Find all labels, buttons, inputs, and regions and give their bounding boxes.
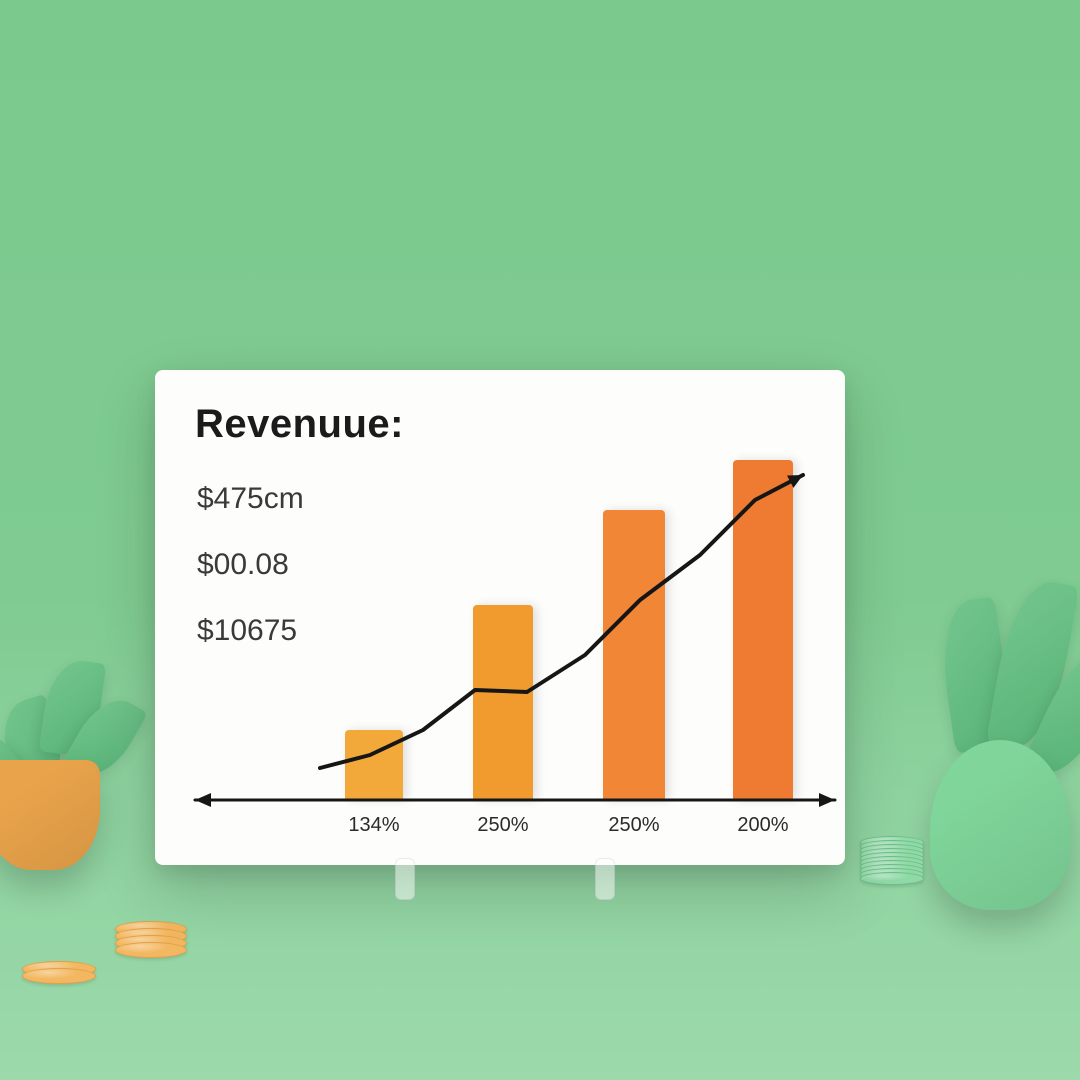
display-stand bbox=[395, 858, 415, 900]
x-axis-label: 134% bbox=[348, 814, 399, 837]
x-axis-label: 200% bbox=[737, 814, 788, 837]
coin bbox=[22, 968, 96, 984]
x-axis-label: 250% bbox=[608, 814, 659, 837]
coin bbox=[860, 872, 924, 885]
revenue-card: Revenuue: $475cm$00.08$10675 134%250%250… bbox=[155, 370, 845, 865]
coin-stack-green bbox=[860, 845, 922, 885]
coin-stack-orange-1 bbox=[115, 930, 185, 958]
coin bbox=[115, 942, 187, 958]
vase-right bbox=[930, 740, 1070, 910]
chart-overlay bbox=[155, 370, 845, 865]
x-axis-label: 250% bbox=[477, 814, 528, 837]
scene: Revenuue: $475cm$00.08$10675 134%250%250… bbox=[0, 0, 1080, 1080]
coin-stack-orange-2 bbox=[22, 970, 94, 984]
display-stand bbox=[595, 858, 615, 900]
plant-pot-left bbox=[0, 760, 100, 870]
